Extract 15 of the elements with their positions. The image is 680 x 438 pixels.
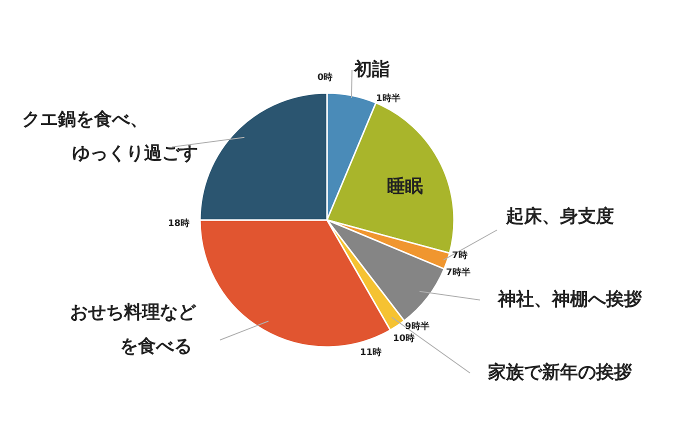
slice-label: おせち料理などを食べる — [70, 302, 197, 357]
slice-label: 神社、神棚へ挨拶 — [497, 289, 642, 310]
text: 7時 — [452, 250, 468, 261]
slice-label: 起床、身支度 — [505, 206, 614, 227]
text: 7時半 — [446, 267, 470, 278]
text: 11時 — [360, 347, 382, 358]
text: 0時 — [317, 72, 333, 83]
text: 9時半 — [405, 321, 430, 332]
slice-label: 家族で新年の挨拶 — [487, 362, 632, 383]
text: 1時半 — [376, 93, 400, 104]
slice-label: 初詣 — [353, 59, 390, 80]
text: 10時 — [393, 333, 415, 344]
slice-label: クエ鍋を食べ、ゆっくり過ごす — [22, 109, 198, 164]
slice-label: 睡眠 — [387, 176, 423, 197]
text: 18時 — [168, 218, 190, 229]
